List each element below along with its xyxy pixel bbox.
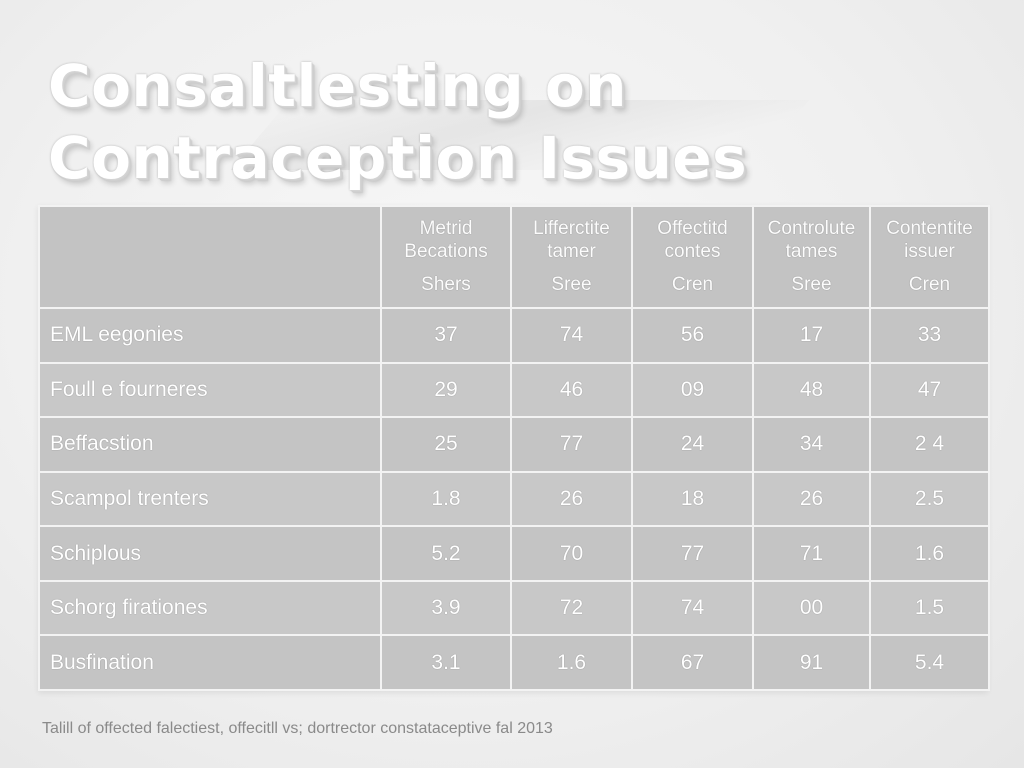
table-cell: 37 xyxy=(380,307,512,364)
table-cell: 2 4 xyxy=(869,416,990,473)
table-cell: 1.6 xyxy=(510,634,633,691)
table-cell: 48 xyxy=(752,361,871,419)
table-cell: 1.8 xyxy=(380,470,512,528)
header-title-line-1: Controlute xyxy=(767,218,856,239)
table-row: Foull e fourneres 29 46 09 48 47 xyxy=(38,361,990,419)
header-title-line-1: Contentite xyxy=(886,218,973,239)
table-cell: 2.5 xyxy=(869,470,990,528)
table-cell: 00 xyxy=(752,579,871,637)
table-cell: 77 xyxy=(631,525,754,582)
table-cell: 3.9 xyxy=(380,579,512,637)
table-cell: 17 xyxy=(752,307,871,364)
header-title-line-2: contes xyxy=(664,241,721,262)
header-title: Contentite issuer xyxy=(871,217,988,263)
header-subtitle: Shers xyxy=(421,274,471,295)
table-cell: 70 xyxy=(510,525,633,582)
table-cell: 72 xyxy=(510,579,633,637)
table-caption: Talill of offected falectiest, offecitll… xyxy=(42,720,553,737)
table-cell: 3.1 xyxy=(380,634,512,691)
header-cell-empty xyxy=(38,205,382,309)
table-body: EML eegonies 37 74 56 17 33 Foull e four… xyxy=(38,307,990,691)
header-cell: Controlute tames Sree xyxy=(752,205,871,309)
row-label: Busfination xyxy=(38,634,382,691)
header-subtitle: Sree xyxy=(791,274,832,295)
table-row: Scampol trenters 1.8 26 18 26 2.5 xyxy=(38,470,990,528)
header-title-line-2: Becations xyxy=(404,241,488,262)
row-label: EML eegonies xyxy=(38,307,382,364)
header-title-line-1: Lifferctite xyxy=(533,218,610,239)
header-title-line-2: issuer xyxy=(904,241,955,262)
header-row: Metrid Becations Shers Lifferctite tamer… xyxy=(38,205,990,309)
table-row: Schiplous 5.2 70 77 71 1.6 xyxy=(38,525,990,582)
table-cell: 74 xyxy=(510,307,633,364)
header-title-line-2: tamer xyxy=(547,241,596,262)
header-cell: Contentite issuer Cren xyxy=(869,205,990,309)
table-cell: 46 xyxy=(510,361,633,419)
table-cell: 56 xyxy=(631,307,754,364)
header-title-line-1: Offectitd xyxy=(657,218,728,239)
table-row: Busfination 3.1 1.6 67 91 5.4 xyxy=(38,634,990,691)
page-title: Consaltlesting on Contraception Issues xyxy=(48,50,948,194)
table-cell: 5.4 xyxy=(869,634,990,691)
data-table-container: Metrid Becations Shers Lifferctite tamer… xyxy=(38,205,990,691)
header-title: Offectitd contes xyxy=(633,217,752,263)
table-cell: 26 xyxy=(752,470,871,528)
header-title: Metrid Becations xyxy=(382,217,510,263)
title-line-2: Contraception Issues xyxy=(48,124,748,192)
table-cell: 33 xyxy=(869,307,990,364)
row-label: Foull e fourneres xyxy=(38,361,382,419)
table-cell: 74 xyxy=(631,579,754,637)
table-cell: 1.6 xyxy=(869,525,990,582)
table-row: Beffacstion 25 77 24 34 2 4 xyxy=(38,416,990,473)
table-cell: 1.5 xyxy=(869,579,990,637)
table-cell: 24 xyxy=(631,416,754,473)
table-cell: 29 xyxy=(380,361,512,419)
row-label: Scampol trenters xyxy=(38,470,382,528)
header-title: Controlute tames xyxy=(754,217,869,263)
table-cell: 47 xyxy=(869,361,990,419)
header-subtitle: Sree xyxy=(551,274,592,295)
table-cell: 77 xyxy=(510,416,633,473)
table-row: Schorg firationes 3.9 72 74 00 1.5 xyxy=(38,579,990,637)
table-cell: 18 xyxy=(631,470,754,528)
table-row: EML eegonies 37 74 56 17 33 xyxy=(38,307,990,364)
table-cell: 09 xyxy=(631,361,754,419)
header-subtitle: Cren xyxy=(908,274,951,295)
header-subtitle: Cren xyxy=(671,274,714,295)
header-title: Lifferctite tamer xyxy=(512,217,631,263)
header-title-line-2: tames xyxy=(785,241,838,262)
header-cell: Lifferctite tamer Sree xyxy=(510,205,633,309)
table-header: Metrid Becations Shers Lifferctite tamer… xyxy=(38,205,990,309)
header-cell: Offectitd contes Cren xyxy=(631,205,754,309)
table-cell: 5.2 xyxy=(380,525,512,582)
table-cell: 26 xyxy=(510,470,633,528)
title-line-1: Consaltlesting on xyxy=(48,52,627,120)
header-cell: Metrid Becations Shers xyxy=(380,205,512,309)
row-label: Beffacstion xyxy=(38,416,382,473)
data-table: Metrid Becations Shers Lifferctite tamer… xyxy=(38,205,990,691)
header-title-line-1: Metrid xyxy=(419,218,473,239)
table-cell: 25 xyxy=(380,416,512,473)
table-cell: 34 xyxy=(752,416,871,473)
row-label: Schorg firationes xyxy=(38,579,382,637)
table-cell: 67 xyxy=(631,634,754,691)
table-cell: 91 xyxy=(752,634,871,691)
table-cell: 71 xyxy=(752,525,871,582)
row-label: Schiplous xyxy=(38,525,382,582)
